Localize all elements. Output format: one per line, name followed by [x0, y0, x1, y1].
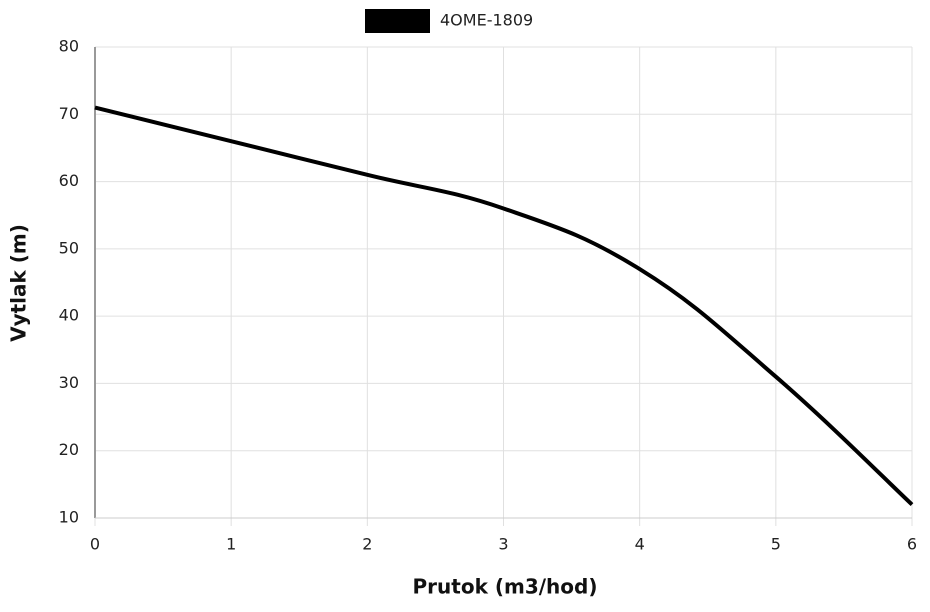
y-tick-label: 40: [59, 306, 79, 325]
y-tick-label: 10: [59, 508, 79, 527]
line: [94, 105, 914, 507]
legend-label: 4OME-1809: [440, 11, 533, 30]
legend-swatch: [365, 9, 430, 33]
x-tick-label: 4: [635, 535, 645, 554]
x-axis-title: Prutok (m3/hod): [413, 575, 598, 599]
x-tick-label: 0: [90, 535, 100, 554]
y-tick-label: 70: [59, 104, 79, 123]
x-tick-label: 3: [498, 535, 508, 554]
y-tick-label: 50: [59, 238, 79, 257]
y-axis-title: Vytlak (m): [7, 224, 31, 342]
x-tick-label: 6: [907, 535, 917, 554]
y-tick-label: 20: [59, 440, 79, 459]
y-tick-label: 30: [59, 373, 79, 392]
x-tick-label: 5: [771, 535, 781, 554]
y-tick-label: 60: [59, 171, 79, 190]
y-tick-label: 80: [59, 37, 79, 56]
x-tick-label: 2: [362, 535, 372, 554]
x-tick-label: 1: [226, 535, 236, 554]
